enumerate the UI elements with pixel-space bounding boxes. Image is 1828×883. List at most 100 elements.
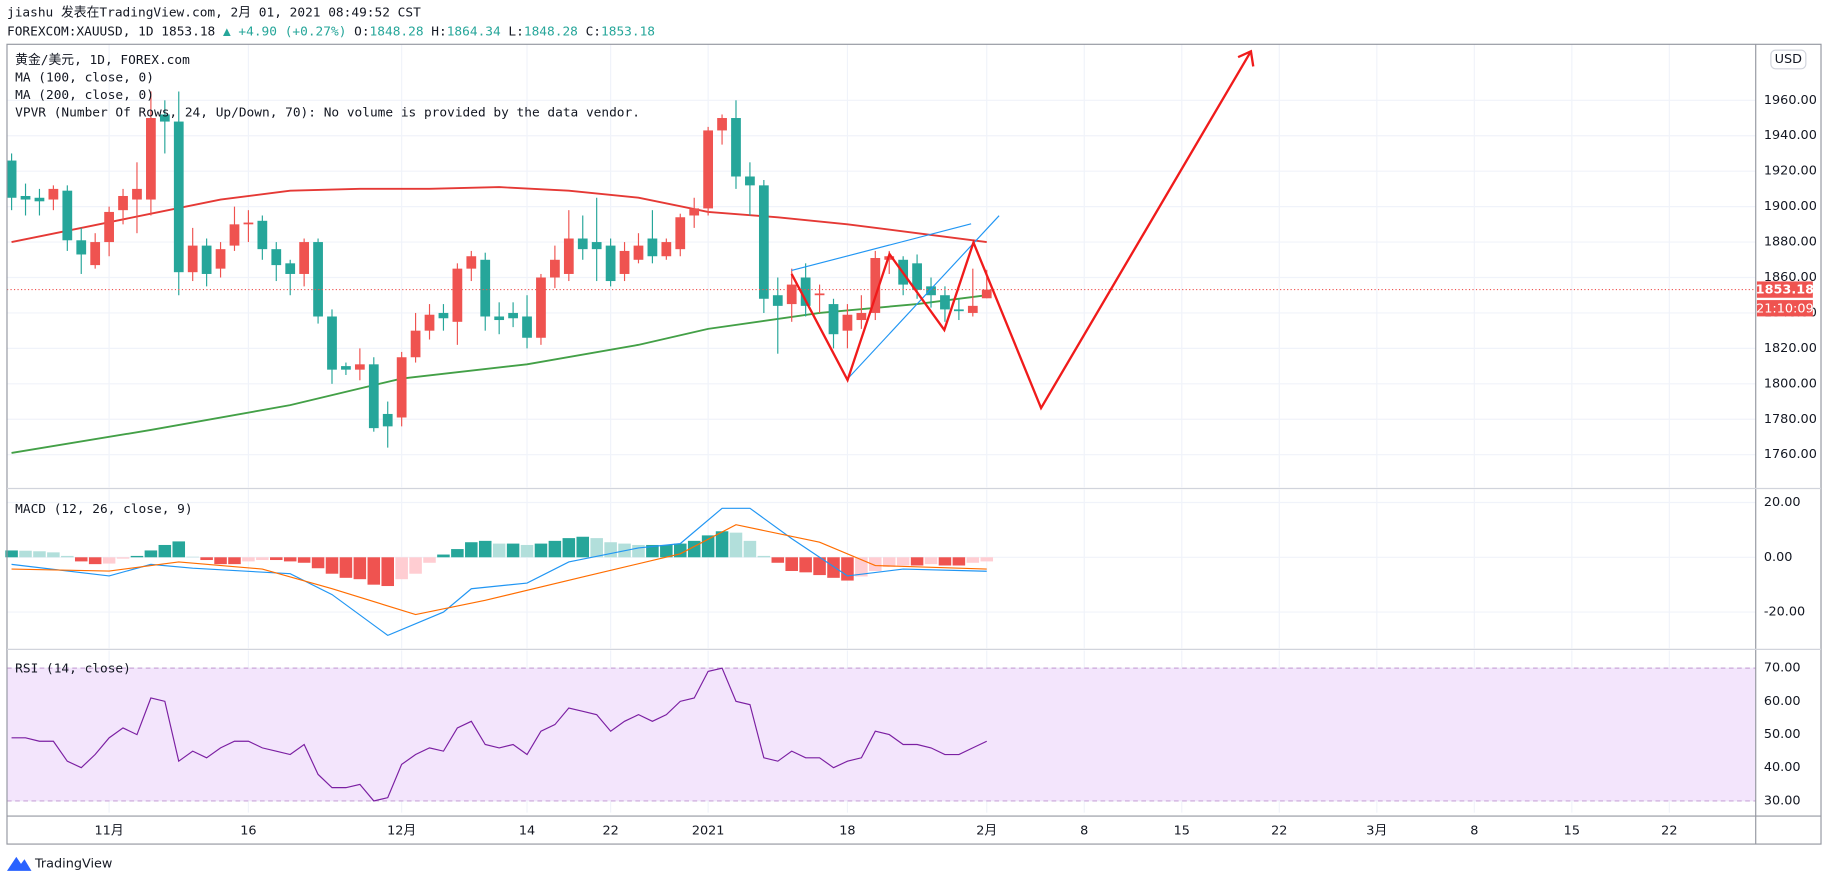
candle-body: [285, 263, 296, 274]
last-price: 1853.18: [161, 24, 215, 39]
high-label: H:: [431, 24, 446, 39]
currency: USD: [1775, 52, 1803, 67]
macd-histogram-bar: [200, 557, 213, 561]
macd-histogram-bar: [799, 557, 812, 573]
close-value: 1853.18: [601, 24, 655, 39]
macd-histogram-bar: [465, 542, 478, 558]
signal-line: [11, 524, 987, 616]
candle-body: [940, 295, 950, 310]
macd-histogram-bar: [74, 557, 88, 562]
macd-histogram-bar: [214, 557, 227, 565]
macd-histogram-bar: [882, 557, 896, 567]
wedge-line: [791, 223, 972, 272]
macd-histogram-bar: [980, 557, 994, 562]
brand-logo: [6, 856, 32, 871]
macd-histogram-bar: [130, 555, 144, 558]
x-tick-label: 22: [1271, 824, 1287, 839]
macd-histogram-bar: [729, 532, 743, 558]
candle-body: [508, 312, 518, 319]
candle-body: [452, 268, 463, 322]
y-tick-label: 50.00: [1764, 727, 1801, 742]
macd-histogram-bar: [409, 557, 422, 574]
candle-body: [90, 242, 101, 266]
y-tick-label: 1960.00: [1764, 93, 1817, 108]
candle-body: [299, 242, 310, 274]
candle-body: [745, 176, 755, 186]
rsi-band: [6, 668, 1756, 801]
candle-body: [257, 220, 268, 250]
candle-body: [494, 316, 505, 321]
macd-histogram-bar: [757, 555, 771, 558]
macd-histogram-bar: [5, 550, 18, 558]
macd-histogram-bar: [938, 557, 952, 566]
macd-histogram-bar: [437, 554, 450, 558]
candle-body: [577, 238, 588, 250]
vpvr-note: VPVR (Number Of Rows, 24, Up/Down, 70): …: [15, 106, 640, 121]
y-tick-label: 1920.00: [1764, 164, 1817, 179]
macd-histogram-bar: [172, 541, 186, 558]
macd-histogram-bar: [144, 550, 158, 558]
macd-histogram-bar: [896, 557, 910, 566]
macd-histogram-bar: [952, 557, 966, 566]
candle-body: [118, 195, 128, 211]
candle-body: [870, 258, 881, 313]
macd-histogram-bar: [604, 542, 617, 558]
low-label: L:: [508, 24, 523, 39]
macd-histogram-bar: [534, 543, 548, 558]
candle-body: [633, 245, 644, 260]
candle-body: [731, 118, 741, 177]
candle-body: [605, 245, 616, 282]
y-tick-label: 40.00: [1764, 760, 1801, 775]
x-tick-label: 15: [1564, 824, 1580, 839]
macd-histogram-bar: [283, 557, 297, 562]
author-line: jiashu 发表在TradingView.com, 2月 01, 2021 0…: [7, 4, 421, 20]
candle-body: [396, 357, 407, 418]
candle-body: [410, 330, 421, 358]
macd-histogram-bar: [548, 540, 562, 558]
macd-histogram-bar: [827, 557, 840, 578]
candle-body: [382, 413, 393, 427]
macd-histogram-bar: [771, 557, 785, 563]
macd-histogram-bar: [743, 540, 757, 558]
candle-body: [368, 364, 379, 429]
y-tick-label: 1780.00: [1764, 412, 1817, 427]
macd-histogram-bar: [228, 557, 241, 565]
countdown-box: [1756, 300, 1813, 317]
close-label: C:: [586, 24, 601, 39]
macd-histogram-bar: [339, 557, 353, 578]
candle-body: [522, 316, 532, 338]
candle-body: [173, 121, 184, 273]
x-tick-label: 2月: [976, 824, 997, 839]
candle-body: [772, 295, 783, 306]
candle-body: [424, 314, 435, 331]
currency-badge[interactable]: [1770, 49, 1807, 70]
x-tick-label: 12月: [387, 824, 416, 839]
macd-histogram-bar: [88, 557, 102, 565]
rsi-title: RSI (14, close): [15, 662, 131, 677]
macd-histogram-bar: [492, 543, 506, 558]
moving-average: [11, 294, 987, 454]
macd-histogram-bar: [395, 557, 408, 580]
macd-histogram-bar: [61, 555, 74, 558]
macd-histogram-bar: [116, 557, 130, 559]
candle-body: [480, 259, 491, 317]
brand-name: TradingView: [34, 856, 112, 871]
y-tick-label: -20.00: [1764, 605, 1805, 620]
candle-body: [675, 217, 686, 250]
macd-histogram-bar: [381, 557, 394, 587]
candle-body: [215, 249, 226, 269]
candle-body: [954, 309, 964, 312]
macd-histogram-bar: [242, 557, 255, 562]
candle-body: [814, 293, 825, 296]
candle-body: [229, 224, 240, 246]
y-tick-label: 1900.00: [1764, 199, 1817, 214]
x-tick-label: 15: [1174, 824, 1190, 839]
rsi-line: [11, 667, 987, 802]
macd-histogram-bar: [632, 544, 645, 558]
macd-histogram-bar: [562, 538, 576, 558]
open-label: O:: [354, 24, 369, 39]
macd-histogram-bar: [325, 557, 339, 574]
candle-body: [34, 197, 45, 202]
candle-body: [786, 284, 797, 305]
macd-histogram-bar: [19, 550, 32, 558]
